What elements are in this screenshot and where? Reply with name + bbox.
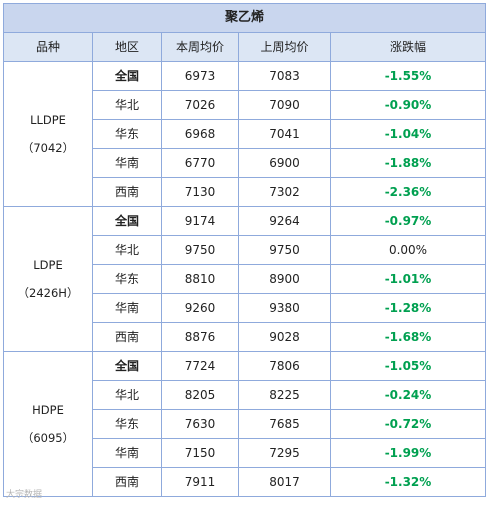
grade-cell: HDPE （6095） (3, 351, 93, 497)
table-body: LLDPE （7042） 全国 6973 7083 -1.55% 华北 7026 7090 -0.… (3, 61, 487, 497)
table-row: 华北 7026 7090 -0.90% (4, 90, 487, 120)
table-row: 华南 6770 6900 -1.88% (4, 148, 487, 178)
last-week-cell: 9380 (238, 293, 331, 323)
grade-cell: LLDPE （7042） (3, 61, 93, 207)
last-week-cell: 8225 (238, 380, 331, 410)
this-week-cell: 6770 (161, 148, 239, 178)
change-cell: -1.05% (329, 351, 487, 381)
last-week-cell: 9028 (238, 322, 331, 352)
last-week-cell: 8900 (238, 264, 331, 294)
table-row: LLDPE （7042） 全国 6973 7083 -1.55% (3, 61, 487, 207)
this-week-cell: 7026 (161, 90, 239, 120)
header-this-week: 本周均价 (161, 32, 239, 62)
region-cell: 华东 (92, 264, 162, 294)
this-week-cell: 9750 (161, 235, 239, 265)
this-week-cell: 7150 (161, 438, 239, 468)
this-week-cell: 8810 (161, 264, 239, 294)
change-cell: -1.04% (329, 119, 487, 149)
table-row: 西南 8876 9028 -1.68% (4, 322, 487, 352)
this-week-cell: 8876 (161, 322, 239, 352)
region-cell: 华南 (92, 438, 162, 468)
last-week-cell: 7041 (238, 119, 331, 149)
this-week-cell: 9260 (161, 293, 239, 323)
grade-name: LLDPE (30, 113, 66, 127)
this-week-cell: 8205 (161, 380, 239, 410)
region-cell: 华东 (92, 119, 162, 149)
last-week-cell: 6900 (238, 148, 331, 178)
change-cell: -0.90% (329, 90, 487, 120)
watermark: 大宗数据 (6, 490, 43, 500)
last-week-cell: 7806 (238, 351, 331, 381)
region-cell: 全国 (92, 351, 162, 381)
change-cell: 0.00% (329, 235, 487, 265)
header-last-week: 上周均价 (238, 32, 331, 62)
change-cell: -2.36% (329, 177, 487, 207)
table-row: 西南 7911 8017 -1.32% (4, 467, 487, 497)
table-row: 华东 6968 7041 -1.04% (4, 119, 487, 149)
table-row: 华南 9260 9380 -1.28% (4, 293, 487, 323)
table-title: 聚乙烯 (2, 3, 487, 33)
last-week-cell: 8017 (238, 467, 331, 497)
table-row: 华东 8810 8900 -1.01% (4, 264, 487, 294)
region-cell: 全国 (92, 61, 162, 91)
this-week-cell: 6973 (161, 61, 239, 91)
region-cell: 华东 (92, 409, 162, 439)
grade-name: LDPE (33, 258, 63, 272)
grade-code: （7042） (21, 141, 75, 155)
region-cell: 华北 (92, 90, 162, 120)
change-cell: -0.72% (329, 409, 487, 439)
region-cell: 华南 (92, 293, 162, 323)
region-cell: 西南 (92, 322, 162, 352)
header-row: 品种 地区 本周均价 上周均价 涨跌幅 (3, 32, 487, 62)
grade-code: （2426H） (17, 286, 79, 300)
table-row: 华北 9750 9750 0.00% (4, 235, 487, 265)
grade-cell: LDPE （2426H） (3, 206, 93, 352)
this-week-cell: 7630 (161, 409, 239, 439)
header-grade: 品种 (3, 32, 93, 62)
table-row: 华南 7150 7295 -1.99% (4, 438, 487, 468)
change-cell: -1.88% (329, 148, 487, 178)
table-row: LDPE （2426H） 全国 9174 9264 -0.97% (3, 206, 487, 352)
grade-name: HDPE (32, 403, 64, 417)
change-cell: -0.97% (329, 206, 487, 236)
last-week-cell: 7685 (238, 409, 331, 439)
title-row: 聚乙烯 (2, 3, 487, 33)
change-cell: -1.28% (329, 293, 487, 323)
region-cell: 西南 (92, 177, 162, 207)
this-week-cell: 6968 (161, 119, 239, 149)
this-week-cell: 9174 (161, 206, 239, 236)
last-week-cell: 9750 (238, 235, 331, 265)
region-cell: 华北 (92, 235, 162, 265)
header-change: 涨跌幅 (329, 32, 487, 62)
table-row: HDPE （6095） 全国 7724 7806 -1.05% (3, 351, 487, 497)
change-cell: -1.01% (329, 264, 487, 294)
change-cell: -1.32% (329, 467, 487, 497)
region-cell: 华南 (92, 148, 162, 178)
last-week-cell: 7083 (238, 61, 331, 91)
change-cell: -1.99% (329, 438, 487, 468)
table-row: 西南 7130 7302 -2.36% (4, 177, 487, 207)
change-cell: -0.24% (329, 380, 487, 410)
change-cell: -1.55% (329, 61, 487, 91)
last-week-cell: 7295 (238, 438, 331, 468)
last-week-cell: 9264 (238, 206, 331, 236)
this-week-cell: 7130 (161, 177, 239, 207)
this-week-cell: 7911 (161, 467, 239, 497)
region-cell: 华北 (92, 380, 162, 410)
change-cell: -1.68% (329, 322, 487, 352)
last-week-cell: 7302 (238, 177, 331, 207)
grade-code: （6095） (21, 431, 75, 445)
region-cell: 西南 (92, 467, 162, 497)
header-region: 地区 (92, 32, 162, 62)
region-cell: 全国 (92, 206, 162, 236)
this-week-cell: 7724 (161, 351, 239, 381)
last-week-cell: 7090 (238, 90, 331, 120)
price-table: 聚乙烯 品种 地区 本周均价 上周均价 涨跌幅 LLDPE （7042） 全国 697… (2, 3, 487, 497)
